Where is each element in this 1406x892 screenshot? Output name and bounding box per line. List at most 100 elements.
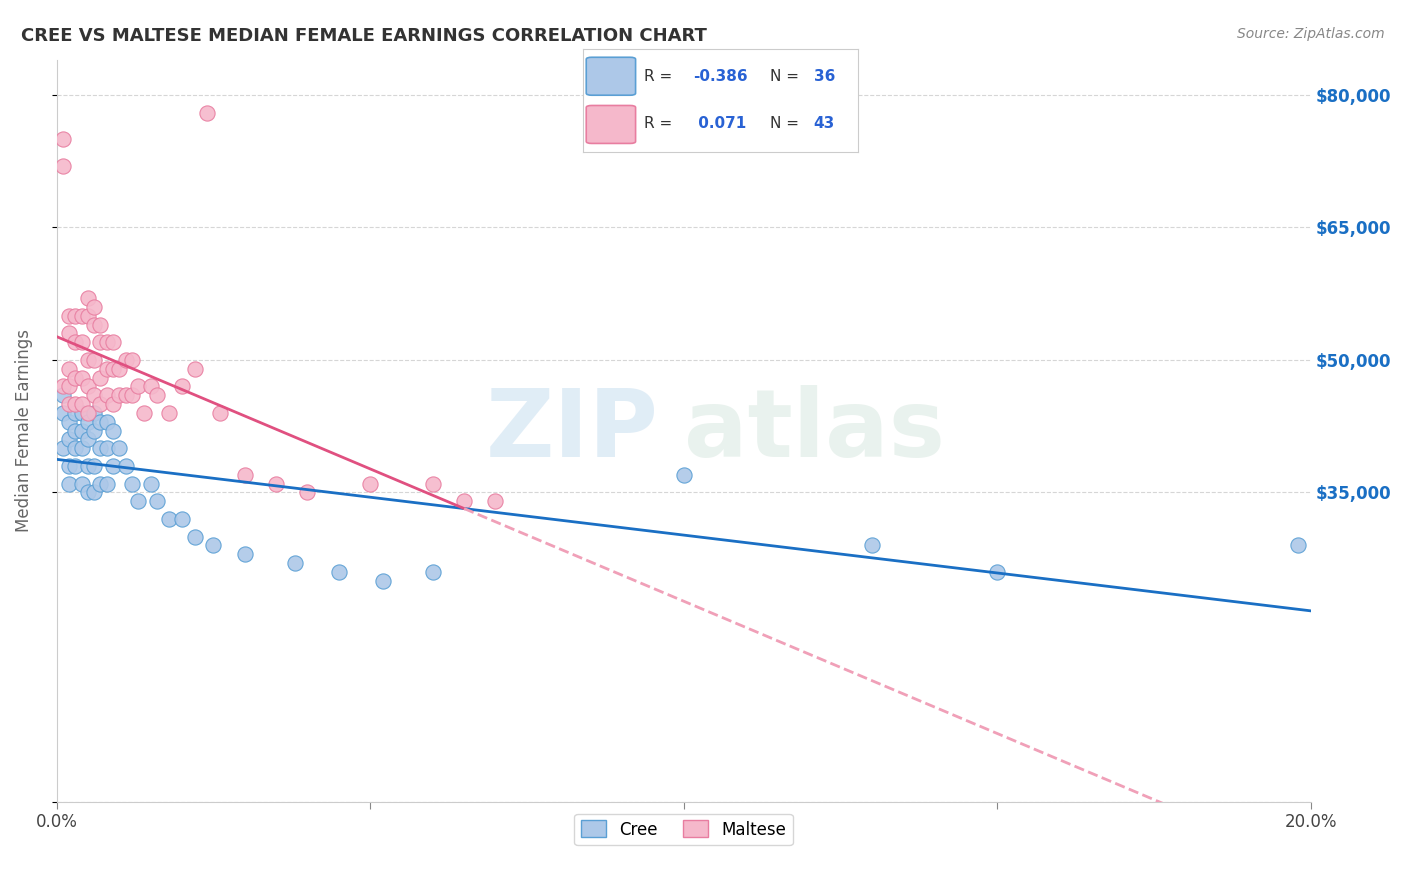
Point <box>170 379 193 393</box>
Point <box>233 547 256 561</box>
Point <box>114 458 136 473</box>
Point <box>297 485 319 500</box>
Point <box>70 309 93 323</box>
Point <box>65 424 87 438</box>
Point <box>52 388 75 402</box>
Point <box>159 512 181 526</box>
Point <box>89 370 111 384</box>
Text: R =: R = <box>644 70 676 84</box>
Point <box>65 406 87 420</box>
Point <box>114 388 136 402</box>
Point <box>52 132 75 146</box>
Point <box>195 105 218 120</box>
Point <box>77 291 100 305</box>
Point <box>233 467 256 482</box>
Point <box>101 458 124 473</box>
Point <box>70 442 93 456</box>
Point <box>58 433 80 447</box>
Point <box>101 424 124 438</box>
Point <box>139 476 162 491</box>
Point <box>58 397 80 411</box>
Point <box>121 476 143 491</box>
Point <box>108 388 131 402</box>
Point <box>83 388 105 402</box>
Point <box>58 309 80 323</box>
Point <box>328 565 350 579</box>
Point <box>58 458 80 473</box>
Point <box>77 309 100 323</box>
Point <box>860 538 883 552</box>
Point <box>146 388 169 402</box>
Point <box>65 335 87 350</box>
Point <box>139 379 162 393</box>
Point <box>108 442 131 456</box>
Text: -0.386: -0.386 <box>693 70 748 84</box>
Point <box>65 397 87 411</box>
Point <box>159 406 181 420</box>
Y-axis label: Median Female Earnings: Median Female Earnings <box>15 329 32 533</box>
Point <box>96 335 118 350</box>
Point <box>77 458 100 473</box>
Point <box>127 379 149 393</box>
Text: 0.071: 0.071 <box>693 117 747 131</box>
Point <box>89 335 111 350</box>
Text: CREE VS MALTESE MEDIAN FEMALE EARNINGS CORRELATION CHART: CREE VS MALTESE MEDIAN FEMALE EARNINGS C… <box>21 27 707 45</box>
Point <box>58 379 80 393</box>
Point <box>58 415 80 429</box>
Text: atlas: atlas <box>683 384 945 476</box>
Point <box>101 335 124 350</box>
Text: N =: N = <box>770 117 804 131</box>
Point <box>70 476 93 491</box>
Point <box>208 406 231 420</box>
Point <box>89 415 111 429</box>
Point <box>70 406 93 420</box>
Point <box>96 476 118 491</box>
Point <box>58 476 80 491</box>
Text: N =: N = <box>770 70 804 84</box>
Point <box>96 361 118 376</box>
Point <box>96 388 118 402</box>
Point <box>77 485 100 500</box>
Point <box>77 415 100 429</box>
Point <box>170 512 193 526</box>
Point <box>422 565 444 579</box>
Point <box>101 361 124 376</box>
FancyBboxPatch shape <box>586 105 636 144</box>
Point <box>127 494 149 508</box>
Point <box>202 538 225 552</box>
Point <box>58 326 80 341</box>
Point <box>89 476 111 491</box>
Point <box>83 300 105 314</box>
Point <box>89 318 111 332</box>
Point <box>70 397 93 411</box>
Point <box>83 318 105 332</box>
Point <box>284 556 307 570</box>
Point <box>65 370 87 384</box>
Point <box>183 530 205 544</box>
Text: Source: ZipAtlas.com: Source: ZipAtlas.com <box>1237 27 1385 41</box>
Point <box>89 442 111 456</box>
Point <box>453 494 475 508</box>
Point <box>70 370 93 384</box>
Point <box>65 458 87 473</box>
Text: 36: 36 <box>814 70 835 84</box>
Point <box>121 388 143 402</box>
Point <box>52 442 75 456</box>
Point <box>672 467 695 482</box>
Point <box>58 361 80 376</box>
Point <box>77 353 100 368</box>
Point <box>77 433 100 447</box>
Text: R =: R = <box>644 117 676 131</box>
Point <box>77 406 100 420</box>
Point <box>422 476 444 491</box>
Point <box>52 406 75 420</box>
Text: ZIP: ZIP <box>485 384 658 476</box>
Point <box>83 353 105 368</box>
Point <box>77 379 100 393</box>
Legend: Cree, Maltese: Cree, Maltese <box>575 814 793 846</box>
Point <box>83 485 105 500</box>
Point <box>146 494 169 508</box>
Point <box>65 442 87 456</box>
Point <box>359 476 381 491</box>
Point <box>114 353 136 368</box>
